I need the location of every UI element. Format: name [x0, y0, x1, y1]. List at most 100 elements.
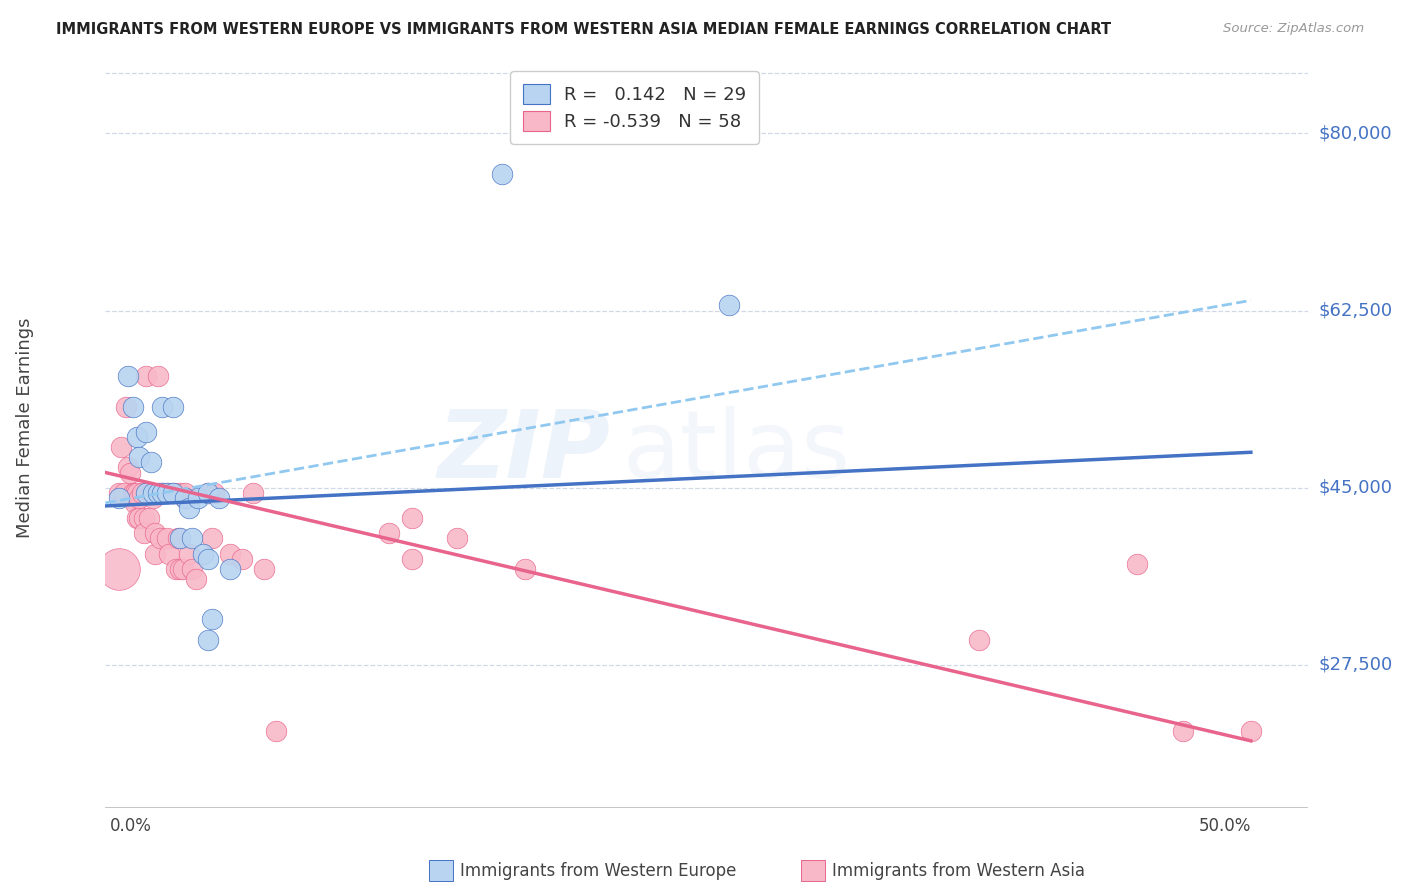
Point [179, 500, 201, 515]
Point [180, 562, 202, 576]
Point [117, 460, 139, 475]
Point [115, 400, 138, 414]
Point [197, 485, 219, 500]
Point [108, 562, 131, 576]
Text: IMMIGRANTS FROM WESTERN EUROPE VS IMMIGRANTS FROM WESTERN ASIA MEDIAN FEMALE EAR: IMMIGRANTS FROM WESTERN EUROPE VS IMMIGR… [56, 22, 1111, 37]
Point [167, 532, 190, 546]
Point [201, 532, 224, 546]
Point [180, 532, 202, 546]
Point [131, 485, 153, 500]
Point [117, 369, 139, 384]
Legend: R =   0.142   N = 29, R = -0.539   N = 58: R = 0.142 N = 29, R = -0.539 N = 58 [510, 71, 759, 144]
Point [120, 466, 142, 480]
Point [1171, 723, 1194, 738]
Point [139, 485, 162, 500]
Point [156, 485, 179, 500]
Point [169, 532, 191, 546]
Point [110, 440, 132, 454]
Point [378, 526, 401, 541]
Point [231, 551, 253, 566]
Text: ZIP: ZIP [437, 406, 610, 498]
Point [208, 491, 231, 505]
Point [1240, 723, 1263, 738]
Point [169, 562, 191, 576]
Point [186, 572, 208, 586]
Point [143, 526, 166, 541]
Point [156, 485, 179, 500]
Point [401, 551, 423, 566]
Point [187, 491, 209, 505]
Point [162, 485, 184, 500]
Point [513, 562, 536, 576]
Point [242, 485, 264, 500]
Point [264, 723, 287, 738]
Point [124, 485, 146, 500]
Point [128, 511, 150, 525]
Point [139, 455, 162, 469]
Point [135, 369, 157, 384]
Text: 50.0%: 50.0% [1198, 817, 1251, 835]
Point [135, 485, 157, 500]
Point [718, 298, 741, 312]
Point [142, 491, 165, 505]
Text: $80,000: $80,000 [1319, 124, 1392, 143]
Text: Median Female Earnings: Median Female Earnings [17, 318, 34, 539]
Point [149, 485, 172, 500]
Point [491, 167, 513, 181]
Point [127, 511, 149, 525]
Point [157, 547, 180, 561]
Point [135, 425, 157, 439]
Text: Immigrants from Western Asia: Immigrants from Western Asia [832, 862, 1085, 880]
Point [124, 496, 146, 510]
Point [132, 526, 155, 541]
Text: $45,000: $45,000 [1319, 479, 1393, 497]
Point [146, 369, 169, 384]
Point [127, 430, 149, 444]
Point [173, 491, 195, 505]
Point [156, 532, 179, 546]
Point [128, 491, 150, 505]
Point [142, 485, 165, 500]
Point [446, 532, 468, 546]
Point [219, 562, 242, 576]
Text: 0.0%: 0.0% [110, 817, 152, 835]
Point [112, 485, 135, 500]
Point [150, 485, 173, 500]
Point [127, 485, 149, 500]
Point [162, 485, 184, 500]
Point [1126, 557, 1149, 571]
Point [108, 491, 131, 505]
Point [128, 450, 150, 465]
Point [150, 485, 173, 500]
Point [202, 485, 225, 500]
Point [143, 547, 166, 561]
Text: atlas: atlas [623, 406, 851, 498]
Point [179, 547, 201, 561]
Point [253, 562, 276, 576]
Point [173, 491, 195, 505]
Point [132, 511, 155, 525]
Point [121, 400, 143, 414]
Point [121, 491, 143, 505]
Point [162, 400, 184, 414]
Point [149, 532, 172, 546]
Point [219, 547, 242, 561]
Text: Source: ZipAtlas.com: Source: ZipAtlas.com [1223, 22, 1364, 36]
Text: $62,500: $62,500 [1319, 301, 1393, 319]
Point [173, 485, 195, 500]
Point [197, 632, 219, 647]
Point [197, 551, 219, 566]
Point [401, 511, 423, 525]
Point [967, 632, 990, 647]
Text: $27,500: $27,500 [1319, 656, 1393, 673]
Point [169, 485, 191, 500]
Point [121, 485, 143, 500]
Point [172, 562, 194, 576]
Point [201, 612, 224, 626]
Text: Immigrants from Western Europe: Immigrants from Western Europe [460, 862, 737, 880]
Point [108, 485, 131, 500]
Point [146, 485, 169, 500]
Point [138, 511, 160, 525]
Point [191, 547, 214, 561]
Point [197, 485, 219, 500]
